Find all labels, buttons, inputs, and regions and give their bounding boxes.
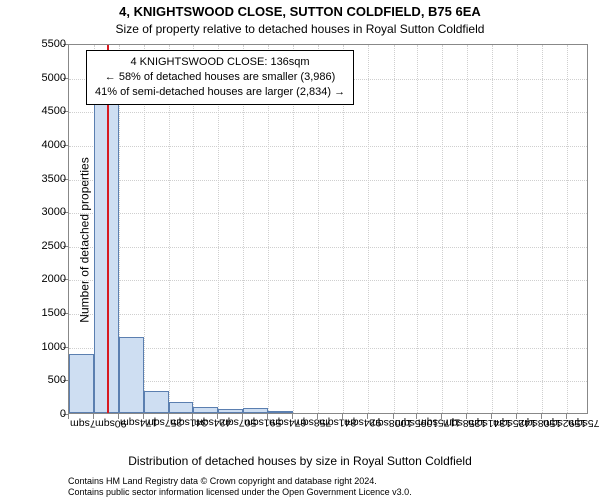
chart-title: 4, KNIGHTSWOOD CLOSE, SUTTON COLDFIELD, … bbox=[0, 4, 600, 19]
footer-text: Contains HM Land Registry data © Crown c… bbox=[68, 476, 590, 498]
y-tick-label: 2500 bbox=[36, 240, 66, 252]
histogram-bar bbox=[193, 407, 218, 413]
annotation-box: 4 KNIGHTSWOOD CLOSE: 136sqm ← 58% of det… bbox=[86, 50, 354, 105]
x-tick bbox=[466, 414, 467, 419]
annotation-line-1: 4 KNIGHTSWOOD CLOSE: 136sqm bbox=[95, 55, 345, 70]
gridline-h bbox=[69, 180, 587, 181]
gridline-h bbox=[69, 381, 587, 382]
x-tick bbox=[118, 414, 119, 419]
gridline-v bbox=[567, 45, 568, 413]
gridline-v bbox=[442, 45, 443, 413]
gridline-h bbox=[69, 146, 587, 147]
x-tick bbox=[541, 414, 542, 419]
x-tick bbox=[342, 414, 343, 419]
footer-line-2: Contains public sector information licen… bbox=[68, 487, 590, 498]
x-tick bbox=[367, 414, 368, 419]
y-tick-label: 3500 bbox=[36, 173, 66, 185]
gridline-h bbox=[69, 112, 587, 113]
histogram-bar bbox=[243, 408, 268, 413]
footer-line-1: Contains HM Land Registry data © Crown c… bbox=[68, 476, 590, 487]
histogram-bar bbox=[94, 72, 119, 413]
gridline-v bbox=[394, 45, 395, 413]
y-tick-label: 0 bbox=[36, 408, 66, 420]
gridline-v bbox=[417, 45, 418, 413]
x-tick bbox=[516, 414, 517, 419]
x-tick bbox=[393, 414, 394, 419]
gridline-h bbox=[69, 280, 587, 281]
y-tick-label: 5000 bbox=[36, 72, 66, 84]
x-axis-label: Distribution of detached houses by size … bbox=[0, 454, 600, 468]
x-tick bbox=[168, 414, 169, 419]
x-tick bbox=[292, 414, 293, 419]
histogram-bar bbox=[218, 409, 243, 413]
x-tick bbox=[491, 414, 492, 419]
gridline-h bbox=[69, 348, 587, 349]
histogram-bar bbox=[144, 391, 169, 413]
histogram-bar bbox=[268, 411, 293, 413]
gridline-v bbox=[517, 45, 518, 413]
y-tick-label: 1500 bbox=[36, 307, 66, 319]
y-tick-label: 4500 bbox=[36, 105, 66, 117]
annotation-line-2: ← 58% of detached houses are smaller (3,… bbox=[95, 70, 345, 85]
gridline-h bbox=[69, 314, 587, 315]
annotation-line-3: 41% of semi-detached houses are larger (… bbox=[95, 85, 345, 100]
x-tick bbox=[267, 414, 268, 419]
y-tick-label: 500 bbox=[36, 374, 66, 386]
y-tick-label: 2000 bbox=[36, 273, 66, 285]
y-tick-label: 1000 bbox=[36, 341, 66, 353]
x-tick bbox=[143, 414, 144, 419]
gridline-h bbox=[69, 247, 587, 248]
x-tick-label: 1675sqm bbox=[568, 417, 600, 429]
y-tick-label: 3000 bbox=[36, 206, 66, 218]
histogram-bar bbox=[119, 337, 144, 413]
y-tick-label: 4000 bbox=[36, 139, 66, 151]
x-tick bbox=[317, 414, 318, 419]
gridline-v bbox=[542, 45, 543, 413]
gridline-v bbox=[492, 45, 493, 413]
gridline-v bbox=[467, 45, 468, 413]
y-tick-label: 5500 bbox=[36, 38, 66, 50]
gridline-h bbox=[69, 213, 587, 214]
gridline-v bbox=[368, 45, 369, 413]
histogram-bar bbox=[69, 354, 94, 413]
chart-subtitle: Size of property relative to detached ho… bbox=[0, 22, 600, 36]
x-tick bbox=[566, 414, 567, 419]
x-tick bbox=[217, 414, 218, 419]
histogram-bar bbox=[169, 402, 194, 413]
